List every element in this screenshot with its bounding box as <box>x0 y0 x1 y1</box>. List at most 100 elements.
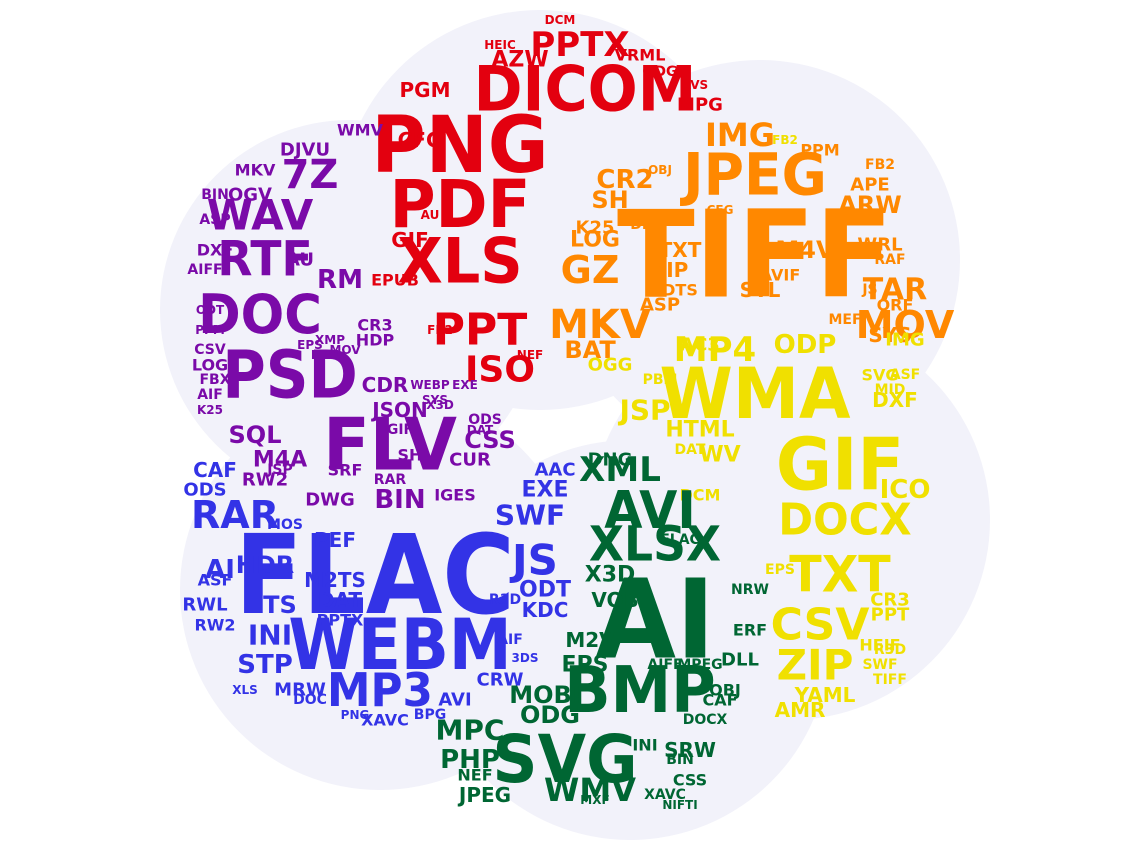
cloud-word-green-mpeg: MPEG <box>677 657 722 673</box>
cloud-word-green-css: CSS <box>673 771 707 790</box>
cloud-word-purple-mov: MOV <box>329 343 361 357</box>
cloud-word-yellow-img: IMG <box>885 330 924 351</box>
cloud-word-purple-x3d: X3D <box>426 398 454 412</box>
cloud-word-orange-cfg: CFG <box>707 203 734 217</box>
cloud-word-yellow-ogg: OGG <box>588 355 633 376</box>
cloud-word-purple-sql: SQL <box>229 421 282 449</box>
cloud-word-purple-djvu: DJVU <box>280 140 330 161</box>
cloud-word-blue-rw2: RW2 <box>194 616 235 635</box>
cloud-word-orange-orf: ORF <box>877 296 914 315</box>
cloud-word-red-azw: AZW <box>491 48 548 73</box>
cloud-word-purple-wmv: WMV <box>337 121 384 140</box>
cloud-word-blue-flac: FLAC <box>235 511 515 639</box>
cloud-word-red-epub: EPUB <box>371 271 419 290</box>
cloud-word-green-srw: SRW <box>664 738 716 762</box>
cloud-word-purple-7z: 7Z <box>282 152 339 198</box>
cloud-word-blue-m2ts: M2TS <box>304 568 366 592</box>
cloud-word-purple-mef: MEF <box>311 348 339 362</box>
cloud-word-purple-ods: ODS <box>468 412 502 428</box>
cloud-word-blue-doc: DOC <box>293 692 327 708</box>
cloud-word-purple-cr3: CR3 <box>357 316 392 335</box>
cloud-word-orange-dll: DLL <box>630 217 660 233</box>
cloud-word-green-vob: VOB <box>591 588 638 612</box>
cloud-word-purple-csv: CSV <box>194 342 226 358</box>
cloud-word-yellow-dxf: DXF <box>872 388 918 412</box>
cloud-word-blue-ini: INI <box>248 619 292 652</box>
cloud-word-orange-raf: RAF <box>874 252 905 268</box>
cloud-word-blue-crw: CRW <box>477 670 524 691</box>
cloud-word-yellow-eps: EPS <box>765 562 795 578</box>
cloud-backdrop <box>160 10 990 840</box>
cloud-word-green-xavc: XAVC <box>644 787 686 803</box>
cloud-word-red-odg: ODG <box>642 64 677 80</box>
cloud-word-green-xml: XML <box>579 450 661 490</box>
cloud-word-red-mpg: MPG <box>677 95 723 116</box>
cloud-word-blue-swf: SWF <box>495 499 565 532</box>
cloud-word-blue-kdc: KDC <box>522 598 569 622</box>
cloud-word-blue-js: JS <box>509 536 558 585</box>
cloud-word-purple-webp: WEBP <box>410 378 450 392</box>
cloud-word-purple-exe: EXE <box>452 378 478 392</box>
cloud-word-green-aiff: AIFF <box>647 657 682 673</box>
cloud-word-blue-ods: ODS <box>183 480 226 501</box>
cloud-word-green-nifti: NIFTI <box>662 798 697 812</box>
cloud-word-red-gif: GIF <box>391 228 429 252</box>
cloud-word-red-nef: NEF <box>517 348 543 362</box>
cloud-word-orange-avif: AVIF <box>760 266 801 285</box>
cloud-word-red-ppt: PPT <box>433 305 528 356</box>
cloud-word-orange-txt: TXT <box>659 238 702 262</box>
cloud-word-green-caf: CAF <box>702 691 737 710</box>
cloud-word-green-avi: AVI <box>604 480 695 540</box>
cloud-word-purple-jsp: JSP <box>266 462 293 478</box>
cloud-word-red-png: PNG <box>371 99 548 190</box>
cloud-word-orange-sh: SH <box>591 186 628 214</box>
cloud-word-green-m2v: M2V <box>565 628 615 652</box>
cloud-word-green-xlsx: XLSX <box>589 517 721 572</box>
cloud-word-orange-jpeg: JPEG <box>679 141 827 209</box>
cloud-word-yellow-svg: SVG <box>861 366 898 385</box>
cloud-word-purple-dwg: DWG <box>305 490 355 511</box>
cloud-word-orange-mov: MOV <box>856 303 955 347</box>
cloud-word-green-nef: NEF <box>457 766 492 785</box>
cloud-word-blue-ai: AI <box>205 555 235 585</box>
cloud-word-blue-aif: AIF <box>497 632 523 648</box>
cloud-word-yellow-gif: GIF <box>776 423 904 507</box>
cloud-word-blue-exe: EXE <box>521 478 568 503</box>
cloud-word-purple-dxf: DXF <box>197 241 234 260</box>
cloud-word-purple-k25: K25 <box>197 403 223 417</box>
cloud-word-green-ini: INI <box>632 736 657 755</box>
cloud-word-orange-mkv: MKV <box>549 302 651 348</box>
cloud-word-green-jpeg: JPEG <box>457 783 511 807</box>
cloud-word-orange-img: IMG <box>705 116 775 154</box>
cloud-word-purple-aiff: AIFF <box>187 262 222 278</box>
cloud-word-green-dll: DLL <box>721 650 759 671</box>
cloud-word-orange-wrl: WRL <box>857 235 902 256</box>
cloud-word-green-bin: BIN <box>666 752 694 768</box>
cloud-word-yellow-ico: ICO <box>880 475 931 505</box>
cloud-word-orange-asp: ASP <box>640 295 680 316</box>
cloud-word-purple-sh: SH <box>398 446 423 465</box>
cloud-word-purple-psd: PSD <box>222 337 358 414</box>
cloud-word-yellow-html: HTML <box>665 418 734 443</box>
cloud-word-blue-ts: TS <box>263 591 297 619</box>
cloud-word-blue-png: PNG <box>341 708 370 722</box>
cloud-word-blue-xls: XLS <box>232 683 258 697</box>
cloud-word-blue-bpg: BPG <box>414 707 446 723</box>
cloud-word-green-odg: ODG <box>520 701 580 729</box>
cloud-word-red-fb2: FB2 <box>427 323 453 337</box>
cloud-word-purple-iges: IGES <box>434 486 476 505</box>
cloud-word-red-vrml: VRML <box>615 46 666 65</box>
cloud-word-green-erf: ERF <box>733 621 767 640</box>
cloud-word-blue-webm: WEBM <box>288 604 511 686</box>
cloud-word-yellow-zip: ZIP <box>777 641 854 690</box>
cloud-word-purple-aif: AIF <box>197 387 223 403</box>
cloud-word-green-obj: OBJ <box>709 681 741 700</box>
cloud-word-purple-cdr: CDR <box>362 373 409 397</box>
cloud-word-green-mxf: MXF <box>580 793 609 807</box>
cloud-word-blue-avi: AVI <box>438 690 471 711</box>
cloud-word-yellow-docx: DOCX <box>778 494 911 545</box>
cloud-word-red-heic: HEIC <box>484 38 516 52</box>
cloud-word-purple-au: AU <box>286 250 314 271</box>
cloud-word-purple-flv: FLV <box>323 403 457 487</box>
